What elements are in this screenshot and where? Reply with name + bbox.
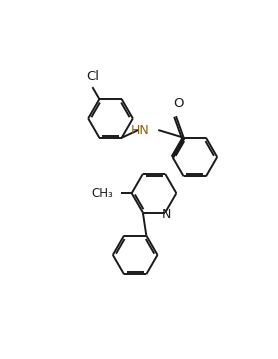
Text: O: O — [173, 97, 183, 110]
Text: HN: HN — [130, 123, 149, 136]
Text: CH₃: CH₃ — [91, 187, 113, 200]
Text: Cl: Cl — [86, 70, 99, 83]
Text: N: N — [162, 208, 172, 221]
